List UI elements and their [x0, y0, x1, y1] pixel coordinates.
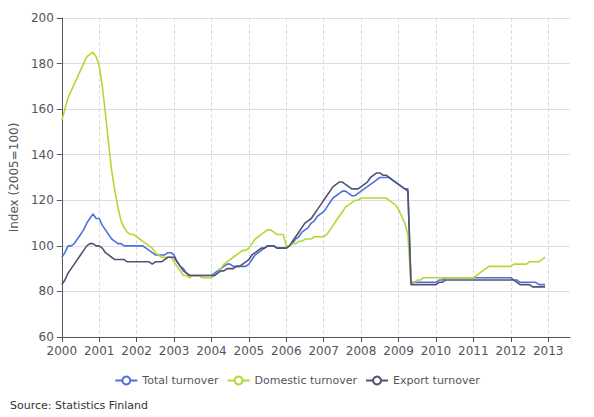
svg-text:2000: 2000: [47, 344, 78, 358]
svg-text:2002: 2002: [121, 344, 152, 358]
svg-text:2012: 2012: [496, 344, 527, 358]
svg-text:Source: Statistics Finland: Source: Statistics Finland: [10, 399, 148, 412]
svg-text:2004: 2004: [196, 344, 227, 358]
svg-text:2006: 2006: [271, 344, 302, 358]
svg-text:2001: 2001: [84, 344, 115, 358]
svg-text:2005: 2005: [234, 344, 265, 358]
svg-text:2010: 2010: [421, 344, 452, 358]
svg-text:180: 180: [31, 57, 54, 71]
svg-text:Total turnover: Total turnover: [141, 374, 219, 387]
svg-text:160: 160: [31, 102, 54, 116]
svg-text:100: 100: [31, 239, 54, 253]
svg-text:2007: 2007: [308, 344, 339, 358]
svg-text:200: 200: [31, 11, 54, 25]
svg-text:140: 140: [31, 148, 54, 162]
svg-text:2003: 2003: [159, 344, 190, 358]
svg-text:Index (2005=100): Index (2005=100): [7, 123, 21, 233]
svg-text:2013: 2013: [533, 344, 564, 358]
svg-text:2008: 2008: [346, 344, 377, 358]
svg-text:120: 120: [31, 193, 54, 207]
svg-text:Domestic turnover: Domestic turnover: [255, 374, 358, 387]
svg-text:2009: 2009: [383, 344, 414, 358]
svg-text:60: 60: [39, 330, 54, 344]
svg-text:Export turnover: Export turnover: [393, 374, 480, 387]
svg-text:2011: 2011: [458, 344, 489, 358]
svg-text:80: 80: [39, 284, 54, 298]
